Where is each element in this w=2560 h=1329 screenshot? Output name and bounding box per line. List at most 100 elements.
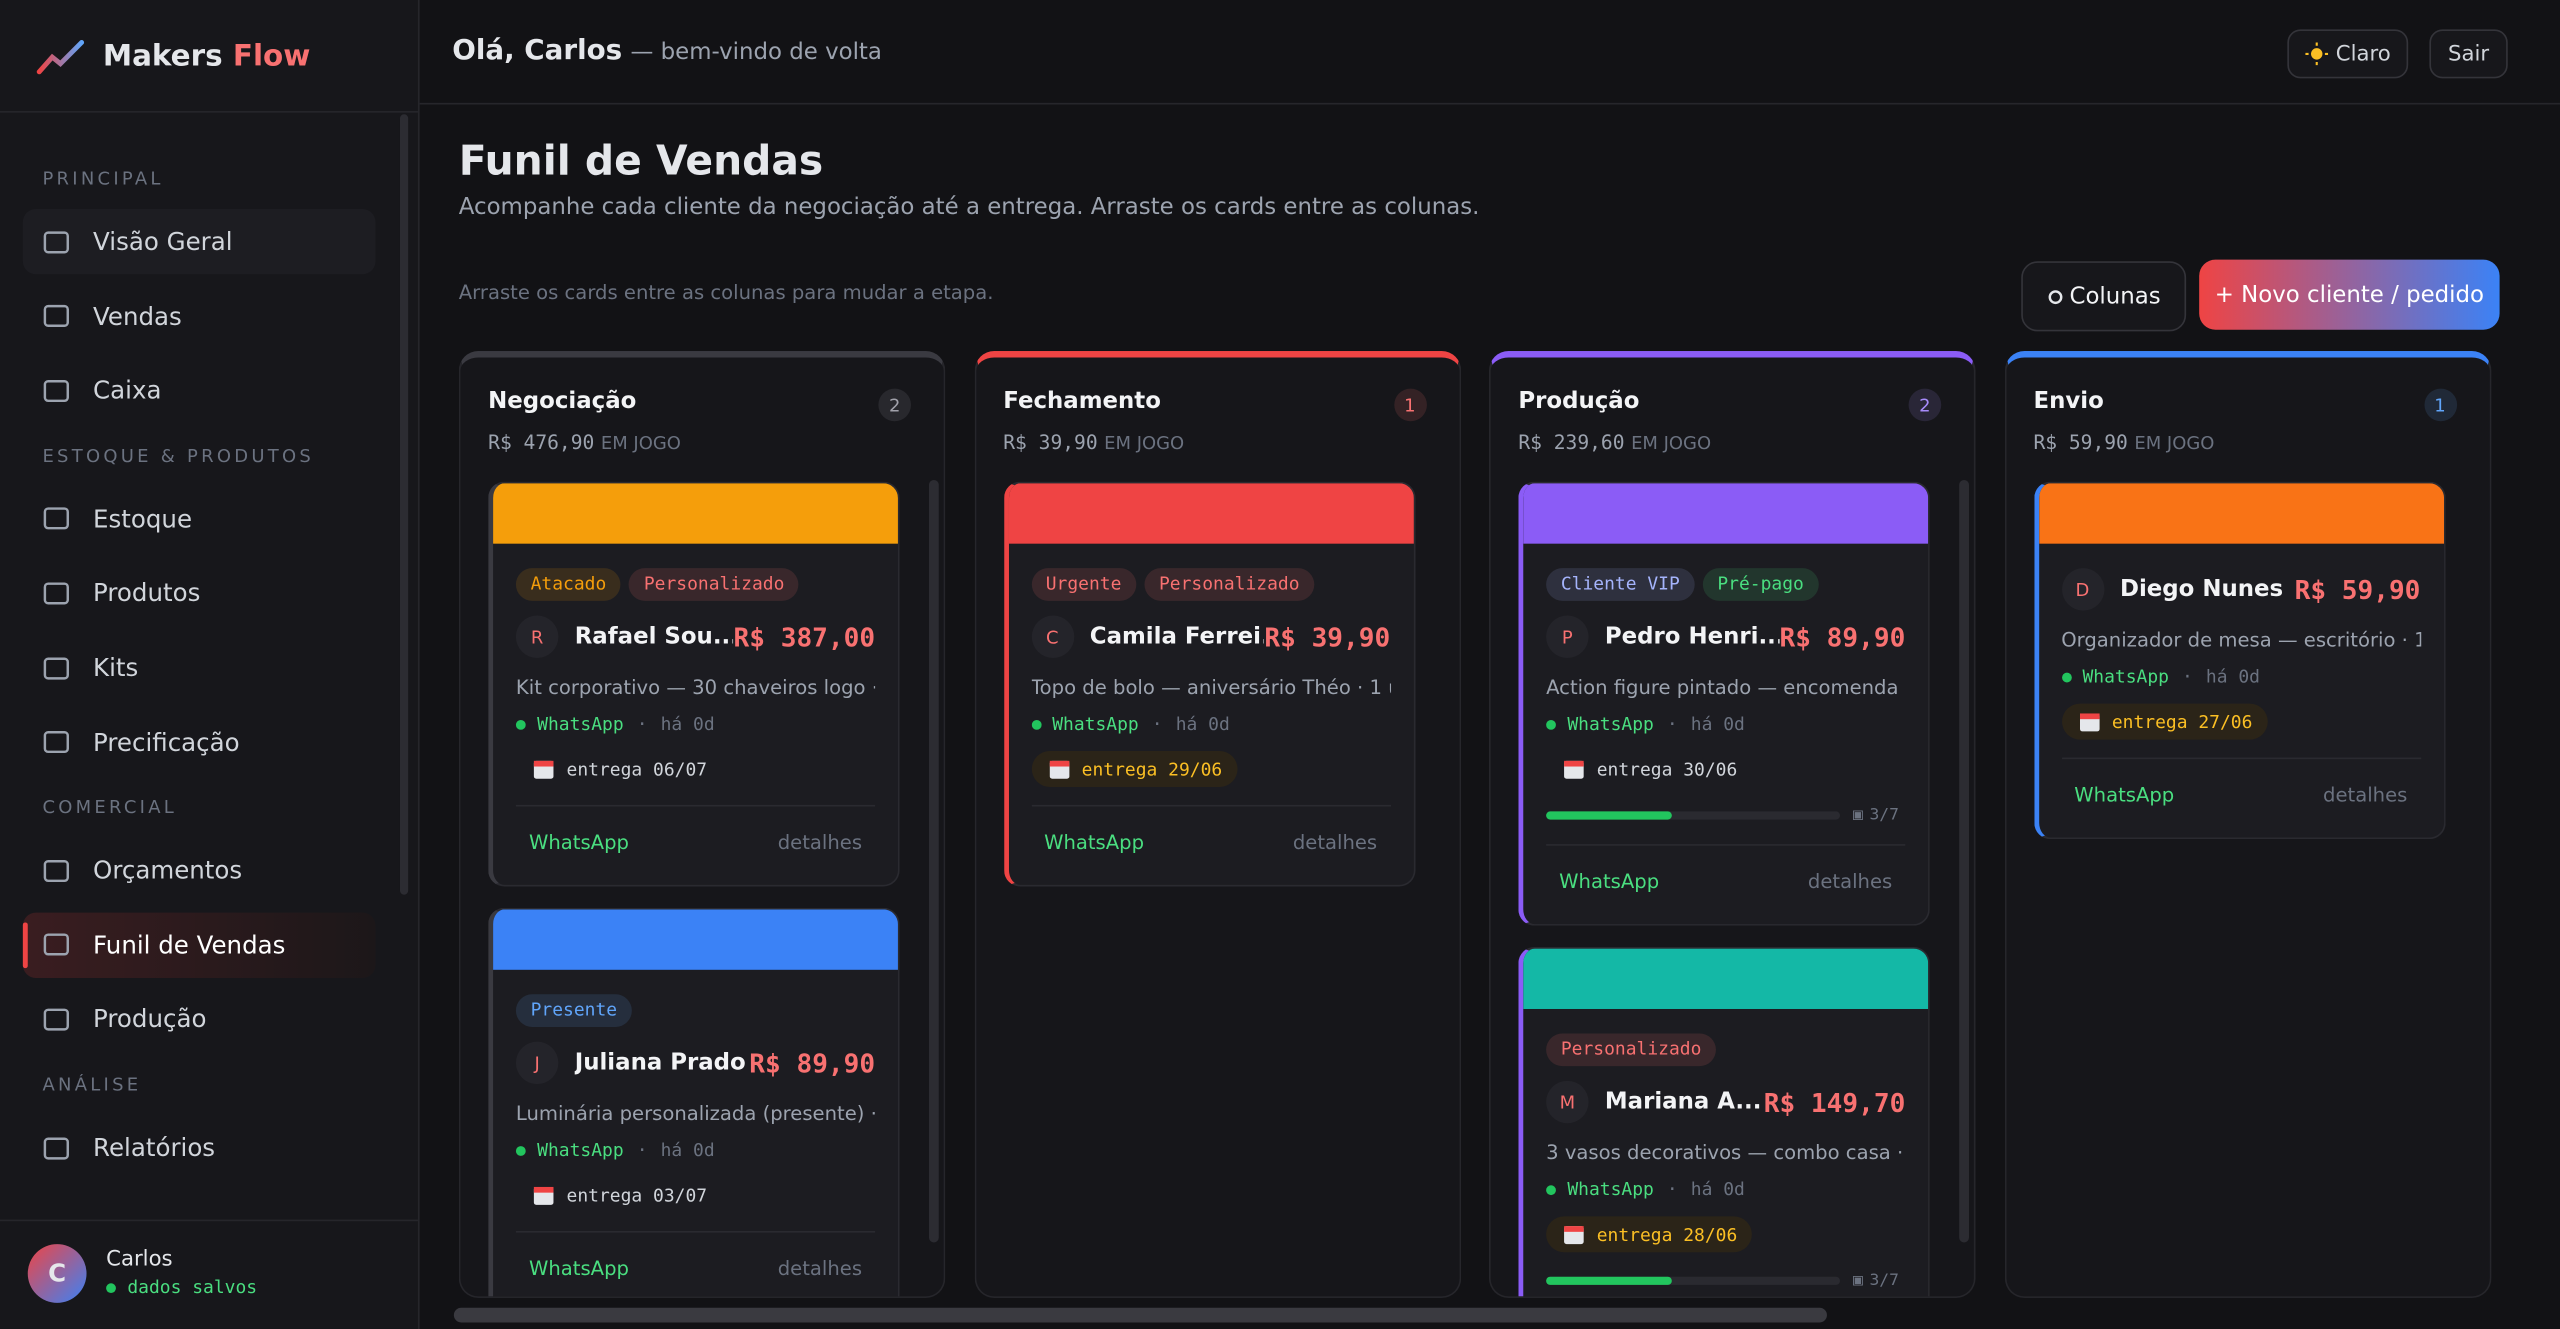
nav-item[interactable]: Vendas — [23, 283, 376, 348]
sidebar-scrollbar — [399, 114, 409, 895]
calendar-icon — [1564, 760, 1584, 779]
channel-row: WhatsApp · há 0d — [2061, 664, 2420, 690]
new-order-label: + Novo cliente / pedido — [2214, 281, 2485, 308]
nav-icon — [43, 379, 69, 402]
nav-label: Orçamentos — [93, 855, 243, 886]
card-footer: WhatsApp detalhes — [1031, 826, 1390, 859]
progress-fill — [1546, 1275, 1673, 1285]
whatsapp-link[interactable]: WhatsApp — [1559, 870, 1660, 894]
delivery-row: entrega 29/06 — [1031, 738, 1390, 787]
progress-track — [1546, 1275, 1840, 1285]
delivery-date: entrega 06/07 — [516, 751, 722, 787]
column-title: Negociação — [488, 388, 637, 415]
card-footer: WhatsApp detalhes — [516, 826, 875, 859]
nav-item[interactable]: Orçamentos — [23, 838, 376, 903]
pipeline-column: Envio 1 R$ 59,90 EM JOGO D Diego Nunes R$ 59,9… — [2004, 351, 2491, 1298]
name-row: D Diego Nunes R$ 59,90 — [2061, 568, 2420, 611]
columns-button[interactable]: Colunas — [2021, 261, 2187, 332]
nav-label: Kits — [93, 653, 139, 683]
separator: · — [2182, 666, 2193, 688]
tag-row: Cliente VIP Pré-pago — [1546, 568, 1905, 601]
whatsapp-link[interactable]: WhatsApp — [2074, 783, 2175, 807]
pipeline-column: Produção 2 R$ 239,60 EM JOGO Cliente VIP Pré-… — [1488, 351, 1976, 1298]
details-link[interactable]: detalhes — [1292, 831, 1378, 854]
column-total-label: EM JOGO — [1104, 432, 1185, 454]
deal-card[interactable]: Personalizado M Mariana A... R$ 149,70 3 vas… — [1518, 946, 1930, 1297]
channel: WhatsApp — [537, 713, 624, 735]
whatsapp-link[interactable]: WhatsApp — [1044, 831, 1145, 854]
nav-item[interactable]: Precificação — [23, 710, 376, 775]
card-list: Atacado Personalizado R Rafael Sou... R$ 387… — [488, 481, 900, 1297]
new-order-button[interactable]: + Novo cliente / pedido — [2199, 259, 2500, 330]
nav-item[interactable]: Kits — [23, 635, 376, 700]
nav-item[interactable]: Estoque — [23, 486, 376, 551]
deal-description: Organizador de mesa — escritório · 1 un. — [2061, 628, 2420, 652]
details-link[interactable]: detalhes — [777, 1257, 863, 1280]
theme-button[interactable]: Claro — [2287, 29, 2409, 79]
deal-description: Topo de bolo — aniversário Théo · 1 un. — [1031, 675, 1391, 699]
calendar-icon — [1048, 760, 1069, 779]
nav-label: Visão Geral — [93, 226, 233, 257]
column-count: 2 — [1908, 388, 1942, 422]
nav-icon — [43, 656, 69, 679]
brand-name: Makers Flow — [103, 39, 311, 73]
age: há 0d — [1690, 713, 1745, 735]
tag-row: Atacado Personalizado — [515, 568, 875, 601]
greeting-row: Olá, Carlos — bem-vindo de volta — [452, 34, 882, 67]
nav-section-title: ESTOQUE & PRODUTOS — [42, 445, 315, 467]
deal-card[interactable]: Atacado Personalizado R Rafael Sou... R$ 387… — [488, 481, 900, 887]
delivery-date: entrega 30/06 — [1546, 751, 1752, 787]
deal-card[interactable]: Presente J Juliana Prado R$ 89,90 Luminária … — [488, 907, 900, 1297]
deal-description: Action figure pintado — encomenda · ... — [1546, 675, 1906, 699]
nav-label: Precificação — [93, 727, 240, 757]
nav-label: Vendas — [93, 301, 182, 331]
page-title: Funil de Vendas — [458, 137, 824, 185]
whatsapp-link[interactable]: WhatsApp — [528, 831, 629, 854]
logo — [36, 39, 85, 75]
user-avatar: C — [27, 1244, 87, 1303]
name-row: P Pedro Henri... R$ 89,90 — [1546, 615, 1905, 658]
deal-value: R$ 149,70 — [1763, 1086, 1906, 1118]
nav-icon — [43, 1136, 69, 1159]
client-avatar: R — [515, 615, 559, 658]
progress-track — [1546, 810, 1840, 819]
calendar-icon — [533, 760, 554, 779]
whatsapp-link[interactable]: WhatsApp — [528, 1257, 629, 1280]
channel-row: WhatsApp · há 0d — [1546, 1177, 1905, 1203]
channel: WhatsApp — [1567, 1178, 1654, 1200]
client-name: Diego Nunes — [2120, 576, 2284, 603]
client-avatar: D — [2061, 568, 2104, 611]
client-name: Camila Ferrei... — [1089, 623, 1265, 650]
card-color-bar — [1523, 948, 1929, 1009]
column-scrollbar — [928, 479, 939, 1243]
tag: Pré-pago — [1702, 568, 1819, 601]
separator: · — [1666, 1178, 1678, 1200]
status-dot — [106, 1282, 116, 1293]
card-footer: WhatsApp detalhes — [516, 1252, 875, 1285]
nav-item[interactable]: Relatórios — [23, 1115, 376, 1180]
delivery-text: entrega 03/07 — [566, 1184, 708, 1206]
nav-item[interactable]: Produtos — [23, 561, 376, 626]
deal-card[interactable]: D Diego Nunes R$ 59,90 Organizador de mesa … — [2033, 481, 2445, 840]
tag-row: Presente — [515, 994, 875, 1027]
tag: Urgente — [1031, 568, 1137, 601]
deal-card[interactable]: Cliente VIP Pré-pago P Pedro Henri... R$ 89,… — [1518, 481, 1930, 926]
channel: WhatsApp — [1567, 713, 1654, 735]
nav-item[interactable]: Produção — [23, 987, 376, 1052]
delivery-text: entrega 28/06 — [1596, 1223, 1738, 1245]
nav-item[interactable]: Caixa — [23, 358, 376, 423]
details-link[interactable]: detalhes — [777, 831, 863, 854]
divider — [1031, 804, 1391, 807]
age: há 0d — [660, 713, 715, 735]
details-link[interactable]: detalhes — [2323, 783, 2408, 807]
channel: WhatsApp — [537, 1139, 624, 1161]
details-link[interactable]: detalhes — [1807, 870, 1893, 894]
nav-item[interactable]: Funil de Vendas — [22, 912, 376, 978]
column-total-label: EM JOGO — [1631, 432, 1712, 454]
logout-button[interactable]: Sair — [2429, 29, 2508, 79]
topbar: Olá, Carlos — bem-vindo de volta Claro S… — [419, 0, 2560, 105]
nav-item[interactable]: Visão Geral — [22, 208, 376, 275]
pipeline-column: Negociação 2 R$ 476,90 EM JOGO Atacado Person… — [458, 351, 946, 1298]
